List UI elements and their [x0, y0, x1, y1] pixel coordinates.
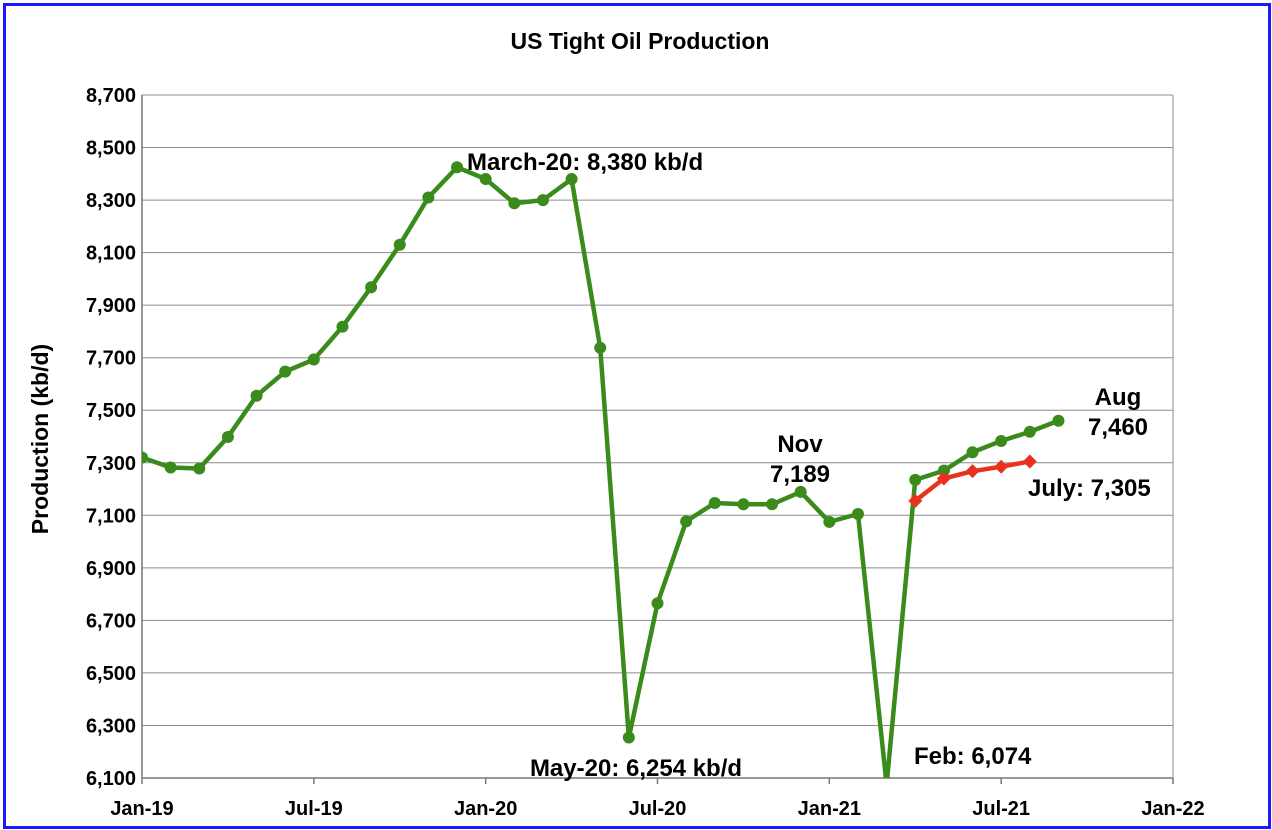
data-point — [393, 238, 406, 251]
x-tick-label: Jan-20 — [454, 798, 517, 820]
data-point — [336, 320, 349, 333]
data-point — [622, 731, 635, 744]
data-point — [508, 197, 521, 210]
x-tick-label: Jul-21 — [972, 798, 1030, 820]
y-tick-label: 6,700 — [86, 610, 136, 632]
y-tick-label: 6,300 — [86, 715, 136, 737]
data-point — [193, 462, 206, 475]
chart-frame: 6,100 6,300 6,500 6,700 6,900 7,100 7,300 7,500… — [3, 3, 1271, 829]
data-point — [1052, 414, 1065, 427]
annotations: March-20: 8,380 kb/d May-20: 6,254 kb/d No… — [467, 149, 1151, 782]
data-point — [1022, 454, 1037, 469]
series-line — [142, 164, 1060, 778]
y-tick-label: 6,100 — [86, 768, 136, 790]
data-point — [250, 389, 263, 402]
data-point — [995, 434, 1008, 447]
data-point — [965, 464, 980, 479]
x-tick-label: Jan-22 — [1141, 798, 1204, 820]
y-tick-label: 8,100 — [86, 243, 136, 265]
x-tick-label: Jul-19 — [285, 798, 343, 820]
annotation-label: May-20: 6,254 kb/d — [530, 755, 742, 782]
data-point — [936, 471, 951, 486]
y-tick-labels: 6,100 6,300 6,500 6,700 6,900 7,100 7,300 7,500… — [86, 85, 136, 790]
line-chart: 6,100 6,300 6,500 6,700 6,900 7,100 7,300 7,500… — [27, 28, 1205, 820]
data-point — [680, 515, 693, 528]
y-tick-label: 8,300 — [86, 190, 136, 212]
y-tick-label: 8,500 — [86, 138, 136, 160]
y-tick-label: 7,700 — [86, 348, 136, 370]
annotation-label: 7,460 — [1088, 414, 1148, 441]
y-tick-label: 8,700 — [86, 85, 136, 107]
data-point — [365, 281, 378, 294]
annotation-label: March-20: 8,380 kb/d — [467, 149, 703, 176]
data-point — [737, 498, 750, 511]
data-point — [279, 365, 292, 378]
y-axis-label: Production (kb/d) — [27, 344, 53, 534]
annotation-label: Feb: 6,074 — [914, 743, 1032, 770]
chart-title: US Tight Oil Production — [511, 28, 770, 54]
data-point — [823, 515, 836, 528]
data-point — [909, 473, 922, 486]
data-point — [937, 464, 950, 477]
y-tick-label: 7,300 — [86, 453, 136, 475]
data-point — [708, 496, 721, 509]
data-point — [766, 498, 779, 511]
x-tick-labels: Jan-19 Jul-19 Jan-20 Jul-20 Jan-21 Jul-21 Jan-… — [110, 798, 1204, 820]
data-point — [221, 431, 234, 444]
y-tick-label: 7,100 — [86, 505, 136, 527]
x-tick-label: Jan-19 — [110, 798, 173, 820]
x-tick-label: Jul-20 — [629, 798, 687, 820]
x-tick-label: Jan-21 — [798, 798, 861, 820]
data-point — [1023, 425, 1036, 438]
annotation-label: July: 7,305 — [1028, 475, 1151, 502]
data-point — [536, 194, 549, 207]
data-point — [565, 173, 578, 186]
annotation-label: Aug — [1095, 384, 1142, 411]
series-group — [142, 161, 1065, 791]
annotation-label: Nov — [777, 431, 823, 458]
data-point — [142, 451, 148, 464]
data-point — [881, 779, 893, 791]
annotation-label: 7,189 — [770, 461, 830, 488]
y-tick-label: 7,500 — [86, 400, 136, 422]
data-point — [994, 459, 1009, 474]
data-point — [422, 191, 435, 204]
data-point — [651, 597, 664, 610]
gridlines — [142, 94, 1174, 779]
data-point — [164, 461, 177, 474]
y-tick-label: 7,900 — [86, 295, 136, 317]
y-tick-label: 6,500 — [86, 663, 136, 685]
data-point — [908, 493, 923, 508]
data-point — [851, 507, 864, 520]
data-point — [594, 341, 607, 354]
axes — [141, 95, 1174, 784]
data-point — [307, 353, 320, 366]
data-point — [451, 161, 464, 174]
data-point — [966, 446, 979, 459]
data-point — [479, 173, 492, 186]
y-tick-label: 6,900 — [86, 558, 136, 580]
data-point — [794, 485, 807, 498]
